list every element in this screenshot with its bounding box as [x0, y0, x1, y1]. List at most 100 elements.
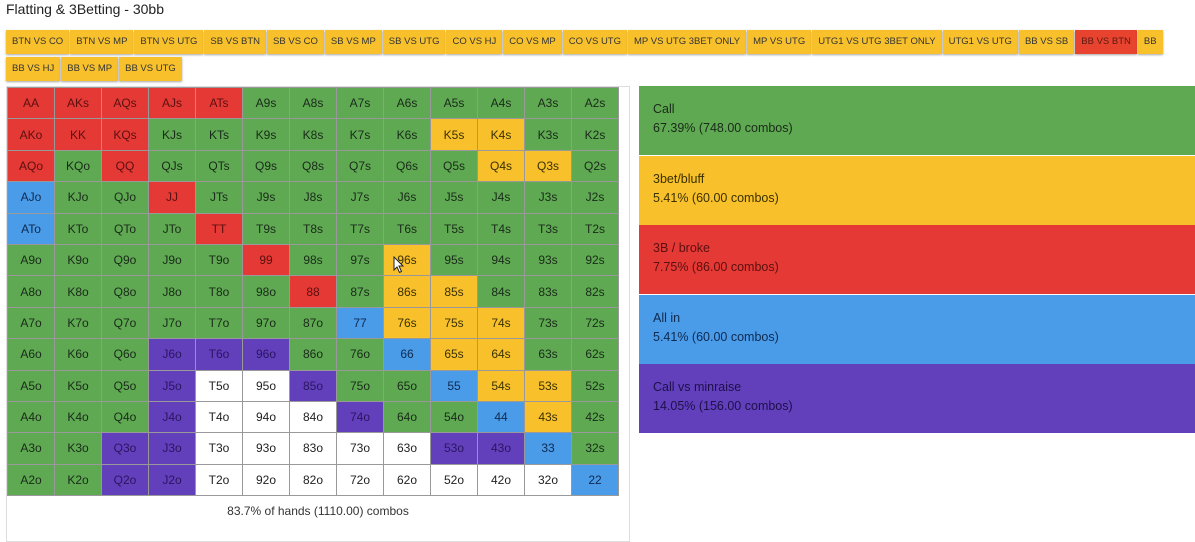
hand-cell-t5o[interactable]: T5o [196, 370, 243, 402]
hand-cell-ato[interactable]: ATo [8, 213, 55, 245]
hand-cell-65s[interactable]: 65s [431, 339, 478, 371]
hand-cell-66[interactable]: 66 [384, 339, 431, 371]
hand-cell-t8s[interactable]: T8s [290, 213, 337, 245]
hand-cell-a7o[interactable]: A7o [8, 307, 55, 340]
hand-cell-kjo[interactable]: KJo [55, 182, 102, 214]
hand-cell-83o[interactable]: 83o [290, 433, 337, 465]
hand-cell-j3o[interactable]: J3o [149, 433, 196, 465]
hand-cell-54s[interactable]: 54s [478, 370, 525, 402]
hand-cell-63o[interactable]: 63o [384, 433, 431, 465]
hand-cell-k8s[interactable]: K8s [290, 119, 337, 151]
hand-cell-a4o[interactable]: A4o [8, 401, 55, 434]
hand-cell-q5o[interactable]: Q5o [102, 370, 149, 402]
hand-cell-kto[interactable]: KTo [55, 213, 102, 245]
hand-cell-75o[interactable]: 75o [337, 370, 384, 402]
hand-cell-q8o[interactable]: Q8o [102, 276, 149, 308]
hand-cell-97s[interactable]: 97s [337, 244, 384, 277]
hand-cell-k7s[interactable]: K7s [337, 119, 384, 151]
hand-cell-t7o[interactable]: T7o [196, 307, 243, 340]
hand-cell-q7s[interactable]: Q7s [337, 150, 384, 183]
hand-cell-jj[interactable]: JJ [149, 182, 196, 214]
tab-btn-vs-mp[interactable]: BTN VS MP [70, 30, 134, 54]
hand-cell-j5o[interactable]: J5o [149, 370, 196, 402]
hand-cell-k4s[interactable]: K4s [478, 119, 525, 151]
hand-cell-a9o[interactable]: A9o [8, 244, 55, 277]
hand-cell-t2s[interactable]: T2s [572, 213, 619, 245]
hand-cell-k4o[interactable]: K4o [55, 401, 102, 434]
hand-cell-k5s[interactable]: K5s [431, 119, 478, 151]
hand-cell-t8o[interactable]: T8o [196, 276, 243, 308]
hand-cell-a4s[interactable]: A4s [478, 88, 525, 120]
hand-cell-k3s[interactable]: K3s [525, 119, 572, 151]
hand-cell-kqs[interactable]: KQs [102, 119, 149, 151]
tab-mp-vs-utg-3bet-only[interactable]: MP VS UTG 3BET ONLY [628, 30, 747, 54]
hand-cell-92o[interactable]: 92o [243, 464, 290, 497]
hand-cell-jts[interactable]: JTs [196, 182, 243, 214]
hand-cell-52o[interactable]: 52o [431, 464, 478, 497]
hand-cell-87s[interactable]: 87s [337, 276, 384, 308]
hand-cell-44[interactable]: 44 [478, 401, 525, 434]
hand-cell-76s[interactable]: 76s [384, 307, 431, 340]
hand-cell-j4o[interactable]: J4o [149, 401, 196, 434]
hand-cell-k6s[interactable]: K6s [384, 119, 431, 151]
hand-cell-62o[interactable]: 62o [384, 464, 431, 497]
hand-cell-a5o[interactable]: A5o [8, 370, 55, 402]
hand-cell-ats[interactable]: ATs [196, 88, 243, 120]
hand-cell-74o[interactable]: 74o [337, 401, 384, 434]
tab-sb-vs-co[interactable]: SB VS CO [267, 30, 324, 54]
hand-cell-77[interactable]: 77 [337, 307, 384, 340]
hand-cell-t5s[interactable]: T5s [431, 213, 478, 245]
hand-cell-q3o[interactable]: Q3o [102, 433, 149, 465]
hand-cell-qto[interactable]: QTo [102, 213, 149, 245]
hand-cell-q7o[interactable]: Q7o [102, 307, 149, 340]
tab-co-vs-utg[interactable]: CO VS UTG [562, 30, 628, 54]
tab-utg1-vs-utg[interactable]: UTG1 VS UTG [942, 30, 1018, 54]
tab-co-vs-hj[interactable]: CO VS HJ [446, 30, 503, 54]
hand-cell-kqo[interactable]: KQo [55, 150, 102, 183]
hand-cell-63s[interactable]: 63s [525, 339, 572, 371]
hand-cell-aks[interactable]: AKs [55, 88, 102, 120]
hand-cell-aqo[interactable]: AQo [8, 150, 55, 183]
hand-cell-qjo[interactable]: QJo [102, 182, 149, 214]
hand-cell-33[interactable]: 33 [525, 433, 572, 465]
hand-cell-q6s[interactable]: Q6s [384, 150, 431, 183]
hand-cell-aqs[interactable]: AQs [102, 88, 149, 120]
tab-bb-vs-mp[interactable]: BB VS MP [61, 57, 119, 81]
hand-cell-q3s[interactable]: Q3s [525, 150, 572, 183]
hand-cell-k9s[interactable]: K9s [243, 119, 290, 151]
hand-cell-53s[interactable]: 53s [525, 370, 572, 402]
hand-cell-k7o[interactable]: K7o [55, 307, 102, 340]
legend-item-call[interactable]: Call 67.39% (748.00 combos) [639, 86, 1195, 155]
hand-cell-85s[interactable]: 85s [431, 276, 478, 308]
hand-cell-j3s[interactable]: J3s [525, 182, 572, 214]
hand-cell-a3s[interactable]: A3s [525, 88, 572, 120]
hand-cell-83s[interactable]: 83s [525, 276, 572, 308]
hand-cell-94s[interactable]: 94s [478, 244, 525, 277]
hand-cell-a2o[interactable]: A2o [8, 464, 55, 497]
hand-cell-k2o[interactable]: K2o [55, 464, 102, 497]
hand-cell-95o[interactable]: 95o [243, 370, 290, 402]
hand-cell-a8o[interactable]: A8o [8, 276, 55, 308]
hand-cell-53o[interactable]: 53o [431, 433, 478, 465]
hand-cell-aa[interactable]: AA [8, 88, 55, 120]
hand-cell-32o[interactable]: 32o [525, 464, 572, 497]
hand-cell-65o[interactable]: 65o [384, 370, 431, 402]
hand-cell-j8s[interactable]: J8s [290, 182, 337, 214]
hand-cell-q5s[interactable]: Q5s [431, 150, 478, 183]
hand-cell-42o[interactable]: 42o [478, 464, 525, 497]
tab-bb[interactable]: BB [1137, 30, 1163, 54]
hand-cell-t4o[interactable]: T4o [196, 401, 243, 434]
hand-cell-t9s[interactable]: T9s [243, 213, 290, 245]
hand-cell-22[interactable]: 22 [572, 464, 619, 497]
hand-cell-32s[interactable]: 32s [572, 433, 619, 465]
tab-co-vs-mp[interactable]: CO VS MP [503, 30, 562, 54]
hand-cell-99[interactable]: 99 [243, 244, 290, 277]
hand-cell-97o[interactable]: 97o [243, 307, 290, 340]
hand-cell-t6o[interactable]: T6o [196, 339, 243, 371]
hand-cell-a6o[interactable]: A6o [8, 339, 55, 371]
hand-cell-54o[interactable]: 54o [431, 401, 478, 434]
hand-cell-j7s[interactable]: J7s [337, 182, 384, 214]
hand-cell-k5o[interactable]: K5o [55, 370, 102, 402]
hand-cell-82o[interactable]: 82o [290, 464, 337, 497]
hand-cell-76o[interactable]: 76o [337, 339, 384, 371]
